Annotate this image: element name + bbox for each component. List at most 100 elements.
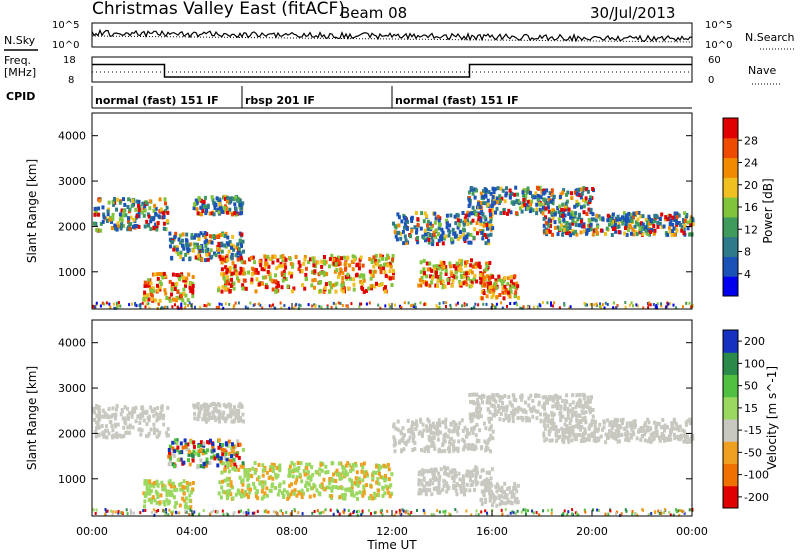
velocity-cell: [555, 438, 558, 443]
power-ground-cell: [400, 306, 403, 309]
freq-label: Freq.: [4, 54, 31, 67]
power-cell: [536, 197, 540, 202]
power-cell: [589, 227, 593, 232]
velocity-cell: [128, 411, 132, 416]
velocity-cell: [413, 447, 417, 451]
power-cell: [478, 265, 482, 270]
power-cell: [357, 262, 361, 267]
velocity-cell: [470, 470, 474, 475]
power-cell: [444, 268, 448, 273]
power-cell: [205, 208, 209, 213]
velocity-cell: [207, 412, 211, 417]
velocity-cell: [481, 400, 484, 405]
velocity-cell: [476, 412, 480, 417]
velocity-cell: [418, 487, 422, 492]
power-cell: [238, 198, 242, 203]
power-ground-cell: [118, 301, 120, 305]
power-cell: [627, 219, 631, 223]
power-cell: [434, 283, 438, 288]
power-cell: [473, 273, 477, 278]
velocity-cell: [321, 462, 325, 466]
power-cell: [516, 192, 520, 197]
velocity-cell: [201, 417, 205, 422]
velocity-cell: [449, 441, 453, 446]
power-cell: [391, 257, 395, 262]
power-cell: [462, 227, 466, 232]
power-cell: [469, 240, 473, 245]
velocity-cell: [226, 443, 230, 448]
velocity-cell: [211, 412, 215, 417]
velocity-ground-cell: [247, 508, 250, 512]
velocity-cell: [407, 429, 410, 433]
power-cell: [359, 279, 363, 284]
power-cell: [515, 198, 519, 203]
velocity-cell: [97, 407, 101, 411]
power-cell: [351, 267, 355, 272]
power-cell: [193, 242, 197, 247]
velocity-cell: [389, 483, 393, 488]
power-cell: [473, 227, 477, 232]
power-ground-cell: [360, 302, 363, 306]
velocity-cell: [552, 412, 556, 417]
velocity-cell: [227, 462, 231, 467]
velocity-cell: [670, 425, 674, 430]
velocity-y-tick-label: 1000: [58, 473, 86, 486]
power-ground-cell: [516, 303, 519, 307]
velocity-cell: [676, 426, 680, 431]
power-cell: [255, 277, 259, 282]
velocity-cell: [225, 461, 229, 466]
velocity-ground-cell: [448, 512, 451, 516]
velocity-cell: [94, 420, 98, 425]
power-cell: [164, 227, 168, 232]
power-cell: [609, 218, 613, 222]
power-ground-cell: [166, 305, 169, 309]
power-cell: [175, 281, 179, 286]
velocity-ground-cell: [349, 512, 352, 516]
velocity-cell: [96, 415, 100, 420]
power-cell: [256, 270, 260, 275]
velocity-ground-cell: [202, 509, 205, 513]
velocity-cell: [225, 489, 229, 494]
velocity-cell: [214, 406, 218, 411]
velocity-ground-cell: [289, 512, 292, 516]
velocity-ground-cell: [144, 509, 147, 512]
velocity-cell: [493, 406, 497, 411]
power-cell: [271, 260, 275, 265]
velocity-cell: [211, 444, 215, 449]
power-cell: [493, 187, 497, 192]
power-cell: [176, 290, 180, 294]
power-cell: [488, 289, 492, 294]
power-cell: [212, 201, 216, 206]
power-cell: [594, 218, 598, 223]
power-cell: [225, 268, 229, 273]
power-cell: [181, 298, 185, 303]
velocity-cell: [587, 437, 591, 442]
velocity-cell: [155, 434, 159, 439]
velocity-cell: [514, 398, 518, 403]
power-cell: [599, 228, 603, 233]
power-ground-cell: [532, 305, 535, 309]
velocity-cell: [539, 419, 543, 424]
power-ground-cell: [332, 301, 335, 305]
velocity-cell: [589, 423, 593, 428]
power-ground-cell: [509, 302, 512, 305]
power-cell: [464, 271, 468, 276]
power-cell: [456, 218, 460, 223]
velocity-cell: [514, 498, 518, 503]
velocity-cell: [571, 400, 575, 405]
velocity-cell: [248, 490, 252, 495]
velocity-cell: [312, 493, 316, 498]
velocity-cell: [220, 485, 224, 490]
velocity-cell: [218, 412, 221, 417]
velocity-cell: [620, 432, 624, 437]
power-cell: [423, 211, 427, 216]
velocity-cell: [198, 409, 202, 414]
velocity-cell: [485, 484, 489, 489]
power-cell: [635, 210, 639, 215]
velocity-cell: [349, 469, 353, 473]
velocity-cell: [551, 413, 555, 418]
power-cell: [336, 255, 340, 260]
power-colorbar-label: Power [dB]: [761, 178, 775, 243]
power-cell: [181, 238, 184, 243]
velocity-cell: [464, 434, 468, 439]
